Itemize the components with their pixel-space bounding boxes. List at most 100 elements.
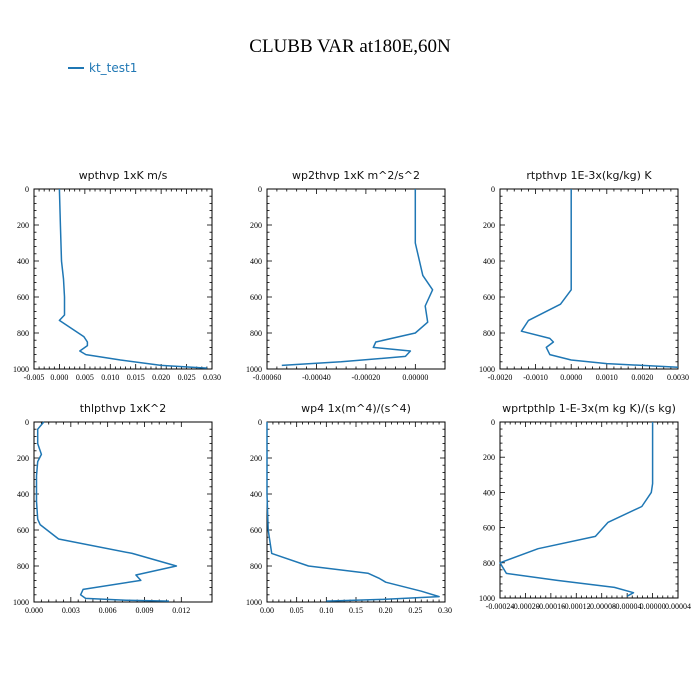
x-tick-label: 0.0010 (596, 373, 618, 382)
plot-frame (266, 421, 446, 603)
y-tick-label: 0 (25, 418, 29, 427)
x-tick-label: -0.00060 (253, 373, 282, 382)
y-tick-label: 1000 (13, 598, 29, 607)
y-tick-label: 800 (483, 559, 495, 568)
x-tick-label: 0.030 (203, 373, 221, 382)
panel-title: wp2thvp 1xK m^2/s^2 (292, 169, 420, 182)
panel-5: wp4 1x(m^4)/(s^4) 0.00 0.05 0.10 0.15 0.20 0.2… (246, 402, 452, 615)
panel-6: wprtpthlp 1-E-3x(m kg K)/(s kg)-0.00024-… (479, 402, 691, 611)
x-tick-label: -0.0010 (523, 373, 548, 382)
x-tick-label: 0.30 (438, 606, 452, 615)
y-tick-label: 600 (17, 526, 29, 535)
x-tick-label: 0.15 (349, 606, 363, 615)
x-tick-label: 0.012 (172, 606, 190, 615)
series-line-kt_test1 (499, 422, 654, 597)
y-tick-label: 600 (483, 293, 495, 302)
y-tick-label: 600 (17, 293, 29, 302)
series-line-kt_test1 (58, 188, 207, 369)
y-tick-label: 200 (483, 453, 495, 462)
panel-3: rtpthvp 1E-3x(kg/kg) K -0.0020 -0.0010 0.00… (479, 169, 689, 382)
y-tick-label: 0 (491, 418, 495, 427)
series-line-kt_test1 (281, 189, 434, 367)
y-tick-label: 1000 (246, 598, 262, 607)
y-tick-label: 800 (483, 329, 495, 338)
y-tick-label: 1000 (479, 594, 495, 603)
panel-title: rtpthvp 1E-3x(kg/kg) K (526, 169, 652, 182)
panel-title: wp4 1x(m^4)/(s^4) (301, 402, 411, 415)
x-tick-label: 0.009 (135, 606, 153, 615)
y-tick-label: 200 (250, 454, 262, 463)
legend-label: kt_test1 (89, 61, 138, 75)
x-tick-label: -0.00040 (302, 373, 331, 382)
y-tick-label: 600 (250, 526, 262, 535)
plot-frame (33, 188, 213, 370)
x-tick-label: 0.003 (62, 606, 80, 615)
plot-frame (499, 421, 679, 599)
y-tick-label: 200 (250, 221, 262, 230)
legend: kt_test1 (68, 61, 137, 75)
x-tick-label: 0.05 (290, 606, 304, 615)
y-tick-label: 1000 (246, 365, 262, 374)
y-tick-label: 1000 (13, 365, 29, 374)
x-tick-label: 0.015 (127, 373, 145, 382)
x-tick-label: 0.00000 (640, 602, 666, 611)
y-tick-label: 200 (483, 221, 495, 230)
legend-swatch (68, 67, 84, 69)
panel-1: wpthvp 1xK m/s -0.005 0.000 0.005 0.010 0.015… (13, 169, 221, 382)
y-tick-label: 400 (250, 490, 262, 499)
y-tick-label: 800 (17, 562, 29, 571)
y-tick-label: 800 (250, 562, 262, 571)
x-tick-label: 0.00 (260, 606, 274, 615)
plot-frame (266, 188, 446, 370)
y-tick-label: 1000 (479, 365, 495, 374)
y-tick-label: 800 (250, 329, 262, 338)
y-tick-label: 600 (250, 293, 262, 302)
y-tick-label: 400 (17, 490, 29, 499)
panel-title: wpthvp 1xK m/s (79, 169, 168, 182)
y-tick-label: 0 (25, 185, 29, 194)
x-tick-label: -0.00024 (486, 602, 515, 611)
panel-title: thlpthvp 1xK^2 (80, 402, 167, 415)
x-tick-label: 0.010 (101, 373, 119, 382)
y-tick-label: 400 (483, 488, 495, 497)
series-line-kt_test1 (520, 189, 679, 368)
panel-4: thlpthvp 1xK^2 0.000 0.003 0.006 0.009 0.012 0… (13, 402, 213, 615)
x-tick-label: -0.00016 (537, 602, 566, 611)
y-tick-label: 600 (483, 524, 495, 533)
y-tick-label: 200 (17, 454, 29, 463)
x-tick-label: -0.00008 (587, 602, 616, 611)
x-tick-label: 0.00000 (402, 373, 428, 382)
y-tick-label: 0 (258, 418, 262, 427)
x-tick-label: -0.005 (24, 373, 45, 382)
y-tick-label: 0 (491, 185, 495, 194)
y-tick-label: 0 (258, 185, 262, 194)
x-tick-label: 0.005 (76, 373, 94, 382)
x-tick-label: -0.0020 (488, 373, 513, 382)
x-tick-label: -0.00020 (511, 602, 540, 611)
x-tick-label: 0.006 (99, 606, 117, 615)
x-tick-label: -0.00020 (352, 373, 381, 382)
x-tick-label: -0.00004 (613, 602, 642, 611)
y-tick-label: 400 (250, 257, 262, 266)
y-tick-label: 200 (17, 221, 29, 230)
panel-2: wp2thvp 1xK m^2/s^2 -0.00060 -0.00040 -0.00… (246, 169, 446, 382)
plot-frame (33, 421, 213, 603)
x-tick-label: 0.0000 (560, 373, 582, 382)
panel-title: wprtpthlp 1-E-3x(m kg K)/(s kg) (502, 402, 676, 415)
x-tick-label: 0.25 (408, 606, 422, 615)
x-tick-label: 0.000 (50, 373, 68, 382)
x-tick-label: -0.00012 (562, 602, 591, 611)
plot-frame (499, 188, 679, 370)
x-tick-label: 0.00004 (665, 602, 691, 611)
x-tick-label: 0.0020 (631, 373, 653, 382)
y-tick-label: 800 (17, 329, 29, 338)
series-line-kt_test1 (266, 422, 440, 602)
series-line-kt_test1 (35, 421, 178, 602)
x-tick-label: 0.10 (319, 606, 333, 615)
x-tick-label: 0.020 (152, 373, 170, 382)
x-tick-label: 0.000 (25, 606, 43, 615)
y-tick-label: 400 (17, 257, 29, 266)
chart-title: CLUBB VAR at180E,60N (249, 36, 451, 57)
x-tick-label: 0.025 (178, 373, 196, 382)
